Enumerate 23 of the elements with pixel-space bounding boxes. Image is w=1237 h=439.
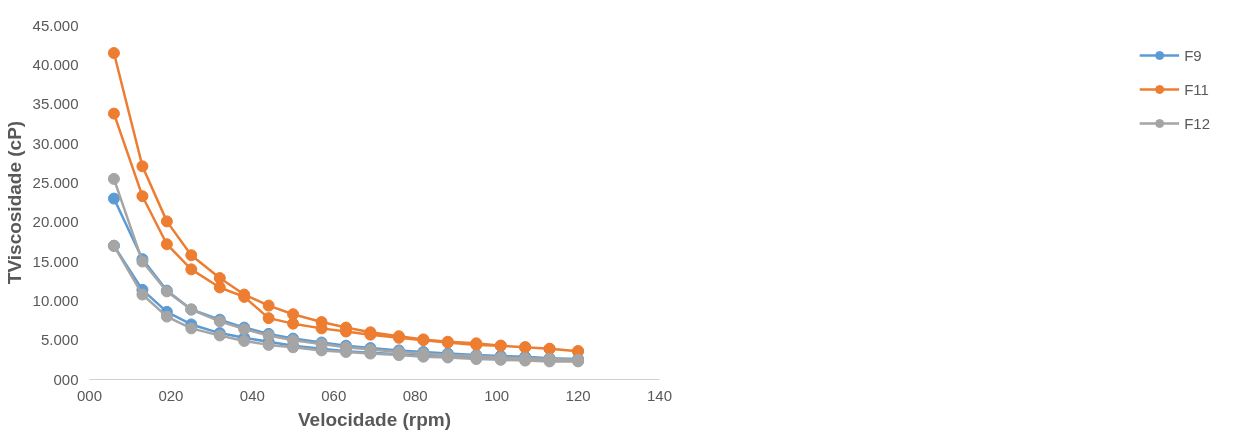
x-tick-label: 020 [158, 386, 184, 404]
y-tick-label: 10.000 [32, 291, 79, 309]
y-tick-label: 20.000 [32, 213, 79, 231]
x-tick-label: 140 [646, 386, 673, 404]
legend-label: F9 [1184, 46, 1203, 64]
y-tick-label: 15.000 [32, 252, 79, 270]
y-tick-label: 5.000 [40, 331, 79, 349]
y-tick-label: 25.000 [32, 173, 79, 191]
legend-label: F11 [1184, 80, 1209, 98]
x-tick-label: 100 [484, 386, 510, 404]
x-tick-label: 060 [321, 386, 347, 404]
y-tick-label: 40.000 [32, 55, 79, 73]
legend-label: F12 [1184, 114, 1210, 132]
y-tick-label: 45.000 [32, 16, 79, 34]
y-tick-label: 30.000 [32, 134, 79, 152]
y-tick-label: 35.000 [32, 95, 79, 113]
x-tick-label: 000 [76, 386, 103, 404]
y-axis-title: TViscosidade (cP) [3, 120, 25, 285]
x-tick-label: 120 [565, 386, 591, 404]
x-axis-title: Velocidade (rpm) [297, 408, 452, 430]
x-tick-label: 080 [402, 386, 428, 404]
x-tick-label: 040 [239, 386, 265, 404]
y-tick-label: 000 [53, 370, 79, 388]
